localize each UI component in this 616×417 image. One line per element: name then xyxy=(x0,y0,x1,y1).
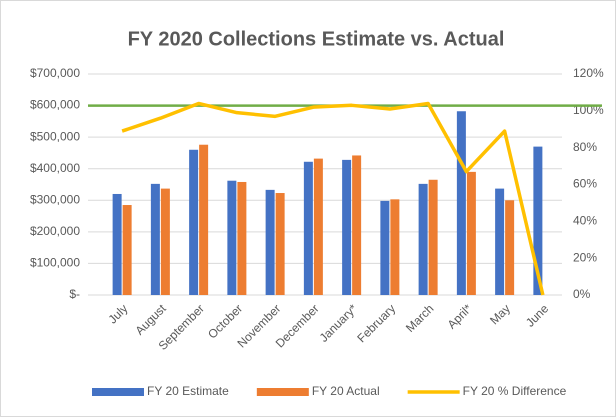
legend-swatch xyxy=(92,388,144,396)
y-tick-label: $600,000 xyxy=(30,98,80,112)
y-tick-label: $500,000 xyxy=(30,129,80,143)
legend-label: FY 20 % Difference xyxy=(463,384,567,398)
y2-tick-label: 0% xyxy=(573,287,591,301)
bar xyxy=(533,146,543,295)
y-tick-label: $300,000 xyxy=(30,192,80,206)
bar xyxy=(428,179,438,295)
bar xyxy=(456,111,466,295)
line-series xyxy=(121,101,545,296)
legend-label: FY 20 Estimate xyxy=(147,384,229,398)
bar xyxy=(112,193,122,295)
y-tick-label: $100,000 xyxy=(30,256,80,270)
bar xyxy=(189,149,199,295)
bar xyxy=(150,183,160,295)
y2-tick-label: 20% xyxy=(573,250,597,264)
bar xyxy=(352,155,362,295)
bar xyxy=(160,188,170,295)
bar xyxy=(237,181,247,295)
bar xyxy=(466,171,476,295)
bar xyxy=(380,200,390,295)
bar xyxy=(122,205,132,295)
bar xyxy=(199,144,209,295)
y2-tick-label: 80% xyxy=(573,140,597,154)
bar xyxy=(495,188,505,295)
y-tick-label: $- xyxy=(69,287,80,301)
y-tick-label: $400,000 xyxy=(30,161,80,175)
y-tick-label: $200,000 xyxy=(30,224,80,238)
y-tick-label: $700,000 xyxy=(30,66,80,80)
bar xyxy=(390,199,400,295)
y2-tick-label: 120% xyxy=(573,66,604,80)
y2-tick-label: 60% xyxy=(573,177,597,191)
bar xyxy=(227,180,237,295)
legend-label: FY 20 Actual xyxy=(312,384,380,398)
bar xyxy=(342,159,352,295)
bar xyxy=(505,200,515,295)
legend-swatch xyxy=(256,388,309,396)
bar xyxy=(275,193,285,295)
bar xyxy=(313,158,323,295)
bar xyxy=(418,183,428,295)
bar xyxy=(303,161,313,295)
chart-title: FY 2020 Collections Estimate vs. Actual xyxy=(128,28,505,50)
bar xyxy=(265,189,275,295)
y2-tick-label: 40% xyxy=(573,214,597,228)
